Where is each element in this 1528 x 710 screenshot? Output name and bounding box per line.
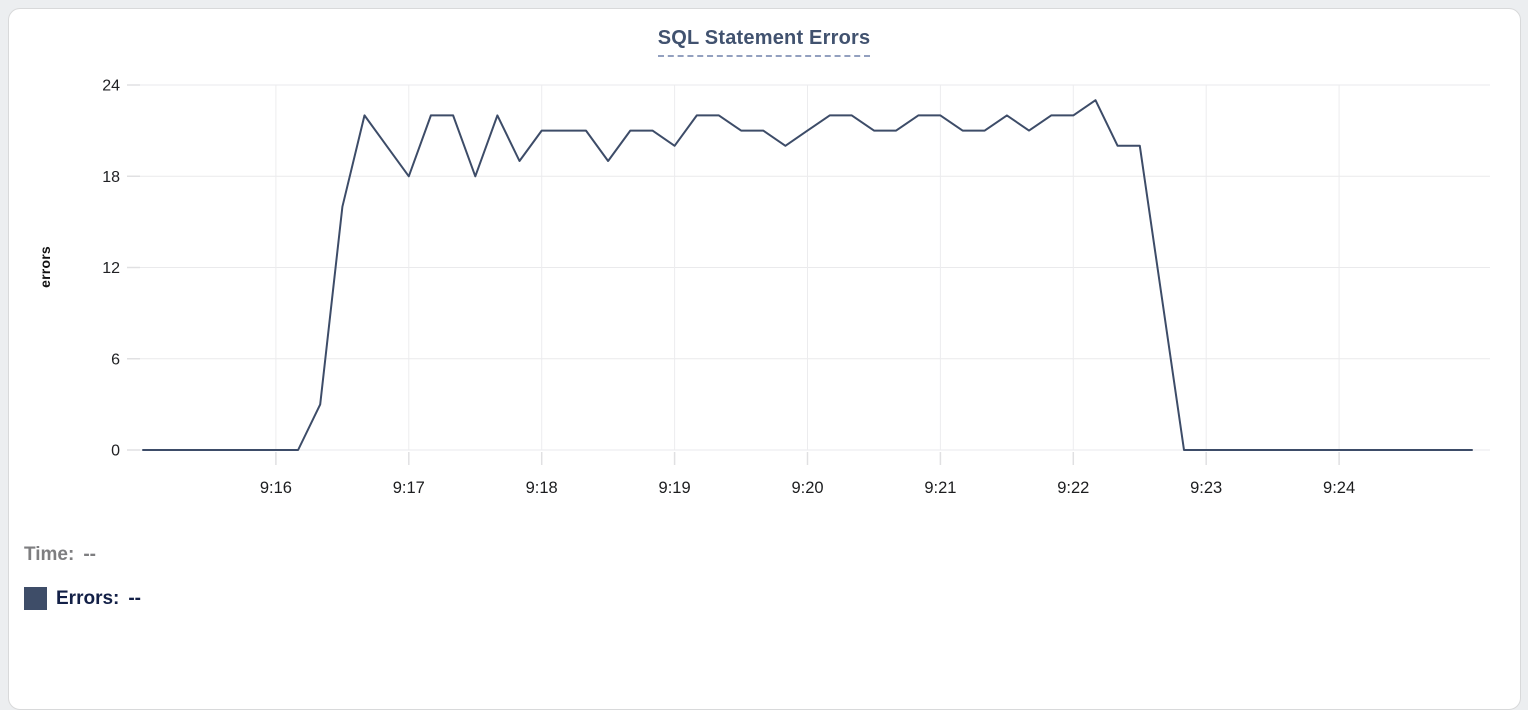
- chart-title-link[interactable]: SQL Statement Errors: [657, 27, 871, 57]
- x-tick-label: 9:19: [659, 479, 691, 497]
- time-label: Time:: [24, 544, 75, 565]
- legend-time-row: Time: --: [24, 544, 96, 566]
- x-tick-label: 9:21: [924, 479, 956, 497]
- y-tick-label: 6: [111, 351, 120, 368]
- y-tick-label: 12: [102, 260, 120, 277]
- x-tick-label: 9:20: [791, 479, 823, 497]
- x-tick-label: 9:17: [393, 479, 425, 497]
- errors-label: Errors:: [56, 587, 120, 609]
- errors-series-swatch-icon: [24, 587, 47, 610]
- y-tick-label: 24: [102, 78, 120, 95]
- errors-line-chart[interactable]: 0 6 12 18 24 9:16 9:17 9:18 9:19 9:20 9:21 9:22 9:23…: [0, 0, 1528, 652]
- chart-header: SQL Statement Errors: [0, 27, 1528, 57]
- x-tick-label: 9:23: [1190, 479, 1222, 497]
- y-tick-label: 18: [102, 169, 120, 186]
- y-axis-label: errors: [37, 246, 53, 288]
- x-tick-label: 9:24: [1323, 479, 1355, 497]
- legend-errors-row: Errors: --: [24, 587, 141, 610]
- x-tick-label: 9:22: [1057, 479, 1089, 497]
- x-tick-label: 9:18: [526, 479, 558, 497]
- errors-value: --: [128, 587, 142, 609]
- y-tick-label: 0: [111, 443, 120, 460]
- time-value: --: [83, 544, 96, 565]
- errors-series-line: [142, 99, 1473, 451]
- x-tick-label: 9:16: [260, 479, 292, 497]
